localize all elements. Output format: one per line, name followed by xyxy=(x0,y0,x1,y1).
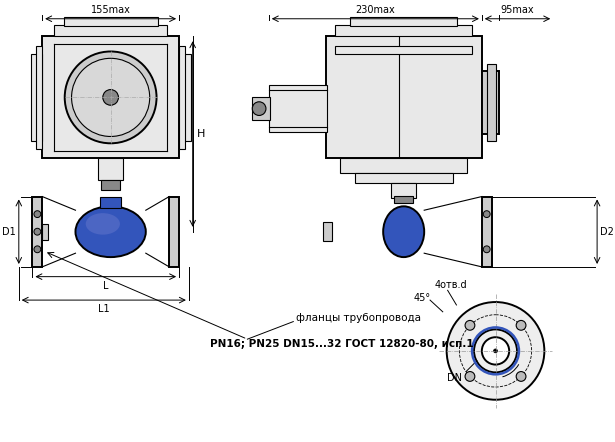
Bar xyxy=(54,25,167,36)
Circle shape xyxy=(494,349,498,353)
Circle shape xyxy=(465,372,475,381)
Text: 95max: 95max xyxy=(501,5,534,15)
Bar xyxy=(42,36,179,158)
Text: L1: L1 xyxy=(98,304,109,314)
Circle shape xyxy=(516,372,526,381)
Bar xyxy=(394,195,413,203)
Bar xyxy=(269,85,328,132)
Bar xyxy=(335,46,472,54)
Circle shape xyxy=(71,58,149,137)
Circle shape xyxy=(34,211,41,217)
Bar xyxy=(340,158,467,173)
Bar xyxy=(36,46,42,149)
Bar xyxy=(33,197,42,267)
Circle shape xyxy=(65,51,157,143)
Text: L: L xyxy=(103,281,108,290)
Circle shape xyxy=(252,102,266,115)
Bar xyxy=(31,54,42,141)
Circle shape xyxy=(34,228,41,235)
Text: PN16; PN25 DN15...32 ГОСТ 12820-80, исп.1: PN16; PN25 DN15...32 ГОСТ 12820-80, исп.… xyxy=(210,339,474,349)
Circle shape xyxy=(516,320,526,330)
Bar xyxy=(323,222,332,241)
Ellipse shape xyxy=(85,213,120,235)
Bar xyxy=(335,25,472,36)
Text: DN: DN xyxy=(447,373,462,383)
Bar xyxy=(325,36,482,158)
Circle shape xyxy=(483,246,490,253)
Bar xyxy=(482,197,491,267)
Bar xyxy=(179,46,185,149)
Bar xyxy=(98,158,124,180)
Text: H: H xyxy=(197,129,205,139)
Ellipse shape xyxy=(76,206,146,257)
Bar xyxy=(64,17,157,26)
Circle shape xyxy=(446,302,544,400)
Bar xyxy=(391,183,416,198)
Circle shape xyxy=(103,90,119,105)
Circle shape xyxy=(465,320,475,330)
Circle shape xyxy=(482,337,509,365)
Bar xyxy=(169,197,179,267)
Bar xyxy=(355,173,453,183)
Text: 45°: 45° xyxy=(413,293,430,303)
Text: D2: D2 xyxy=(600,227,614,237)
Circle shape xyxy=(483,211,490,217)
Text: 4отв.d: 4отв.d xyxy=(435,280,467,290)
Bar xyxy=(252,97,270,120)
Bar xyxy=(100,197,121,208)
Text: 230max: 230max xyxy=(355,5,395,15)
Bar xyxy=(101,180,121,190)
Bar xyxy=(350,17,458,26)
Bar xyxy=(486,64,496,141)
Ellipse shape xyxy=(383,206,424,257)
Bar xyxy=(179,54,191,141)
Bar xyxy=(482,71,499,134)
Text: D1: D1 xyxy=(2,227,16,237)
Text: фланцы трубопровода: фланцы трубопровода xyxy=(296,312,421,323)
Text: 155max: 155max xyxy=(90,5,130,15)
Circle shape xyxy=(34,246,41,253)
Bar xyxy=(42,224,48,240)
